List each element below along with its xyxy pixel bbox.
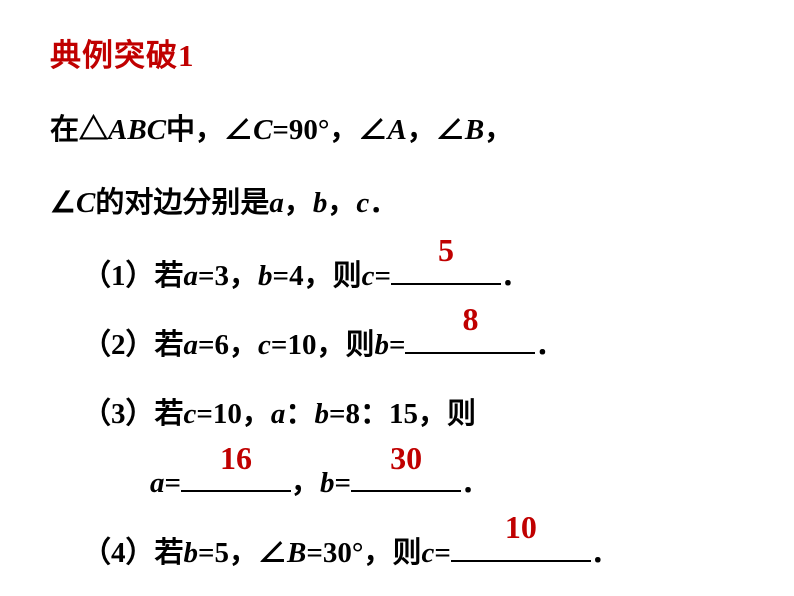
var-b: b bbox=[313, 187, 328, 219]
text: =90°，∠ bbox=[272, 114, 387, 146]
var-C: C bbox=[76, 187, 95, 219]
text: =10，则 bbox=[271, 329, 375, 361]
answer-1: 5 bbox=[438, 220, 454, 281]
blank-3b: 30 bbox=[351, 461, 461, 493]
var-a: a bbox=[269, 187, 284, 219]
var: b bbox=[374, 329, 389, 361]
var: a bbox=[184, 260, 199, 292]
text: ： bbox=[285, 398, 314, 430]
problem-2: （2）若a=6，c=10，则b=8． bbox=[50, 318, 744, 373]
text: =6， bbox=[198, 329, 258, 361]
var: a bbox=[150, 467, 165, 499]
problems-block: （1）若a=3，b=4，则c=5． （2）若a=6，c=10，则b=8． （3）… bbox=[50, 249, 744, 580]
problem-4: （4）若b=5，∠B=30°，则c=10． bbox=[50, 526, 744, 581]
var: b bbox=[184, 537, 199, 569]
text: 中，∠ bbox=[166, 114, 253, 146]
var-C: C bbox=[253, 114, 272, 146]
var: b bbox=[314, 398, 329, 430]
text: = bbox=[389, 329, 406, 361]
var: c bbox=[422, 537, 435, 569]
var: a bbox=[271, 398, 286, 430]
var: c bbox=[362, 260, 375, 292]
label: （3）若 bbox=[82, 398, 184, 430]
var: b bbox=[320, 467, 335, 499]
var-B: B bbox=[465, 114, 484, 146]
blank-4: 10 bbox=[451, 530, 591, 562]
text: 的对边分别是 bbox=[95, 187, 269, 219]
text: ， bbox=[327, 187, 356, 219]
text: ． bbox=[461, 467, 490, 499]
problem-3-sub: a=16，b=30． bbox=[50, 456, 744, 511]
text: =5，∠ bbox=[198, 537, 287, 569]
text: =10， bbox=[196, 398, 271, 430]
text: ， bbox=[484, 114, 513, 146]
text: = bbox=[165, 467, 182, 499]
var: a bbox=[184, 329, 199, 361]
text: ，∠ bbox=[407, 114, 465, 146]
var: c bbox=[258, 329, 271, 361]
text: ， bbox=[284, 187, 313, 219]
text: =4，则 bbox=[273, 260, 362, 292]
label: （4）若 bbox=[82, 537, 184, 569]
var-A: A bbox=[388, 114, 407, 146]
problem-1: （1）若a=3，b=4，则c=5． bbox=[50, 249, 744, 304]
blank-1: 5 bbox=[391, 253, 501, 285]
text: ． bbox=[591, 537, 620, 569]
text: ． bbox=[501, 260, 530, 292]
label: （1）若 bbox=[82, 260, 184, 292]
text: ． bbox=[369, 187, 398, 219]
var-c: c bbox=[356, 187, 369, 219]
section-title: 典例突破1 bbox=[50, 30, 744, 75]
text: = bbox=[434, 537, 451, 569]
text: = bbox=[335, 467, 352, 499]
text: ． bbox=[535, 329, 564, 361]
text: ∠ bbox=[50, 187, 76, 219]
text: 在△ bbox=[50, 114, 108, 146]
label: （2）若 bbox=[82, 329, 184, 361]
text: =3， bbox=[198, 260, 258, 292]
title-text: 典例突破1 bbox=[50, 38, 195, 73]
answer-2: 8 bbox=[462, 289, 478, 350]
text: =8：15，则 bbox=[329, 398, 476, 430]
var: c bbox=[184, 398, 197, 430]
var-ABC: ABC bbox=[108, 114, 166, 146]
answer-3a: 16 bbox=[220, 428, 252, 489]
intro-line-2: ∠C的对边分别是a，b，c． bbox=[50, 176, 744, 231]
text: =30°，则 bbox=[306, 537, 421, 569]
answer-3b: 30 bbox=[390, 428, 422, 489]
text: = bbox=[374, 260, 391, 292]
var: b bbox=[258, 260, 273, 292]
var: B bbox=[287, 537, 306, 569]
blank-2: 8 bbox=[405, 322, 535, 354]
blank-3a: 16 bbox=[181, 461, 291, 493]
text: ， bbox=[291, 467, 320, 499]
intro-line-1: 在△ABC中，∠C=90°，∠A，∠B， bbox=[50, 103, 744, 158]
answer-4: 10 bbox=[505, 497, 537, 558]
